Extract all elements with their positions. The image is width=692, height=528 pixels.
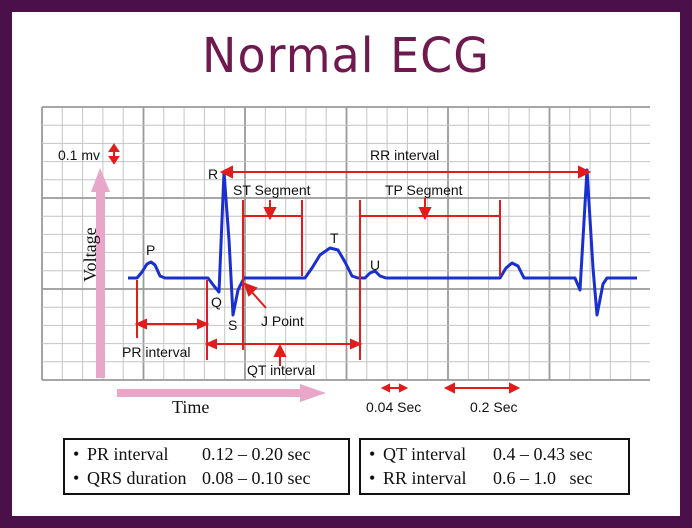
table-row: • PR interval 0.12 – 0.20 sec	[73, 444, 311, 464]
rr-interval-label: RR interval	[370, 147, 439, 163]
s-wave-label: S	[228, 317, 237, 333]
table-row: • RR interval 0.6 – 1.0 sec	[369, 468, 593, 488]
j-point-label: J Point	[261, 313, 304, 329]
tp-segment-label: TP Segment	[385, 182, 463, 198]
st-segment-label: ST Segment	[233, 182, 311, 198]
reference-table-left: • PR interval 0.12 – 0.20 sec • QRS duratio…	[63, 438, 350, 495]
small-box-label: 0.04 Sec	[366, 399, 421, 415]
voltage-axis-label: Voltage	[80, 227, 100, 282]
r-wave-label: R	[208, 166, 218, 182]
scale-label: 0.1 mv	[58, 147, 100, 163]
large-box-label: 0.2 Sec	[470, 399, 517, 415]
p-wave-label: P	[146, 242, 155, 258]
reference-table-right: • QT interval 0.4 – 0.43 sec • RR interval 0…	[359, 438, 630, 495]
j-point-arrow	[249, 289, 267, 309]
table-row: • QRS duration 0.08 – 0.10 sec	[73, 468, 311, 488]
pr-interval-label: PR interval	[122, 344, 190, 360]
table-row: • QT interval 0.4 – 0.43 sec	[369, 444, 593, 464]
axes	[91, 168, 326, 402]
time-axis-label: Time	[172, 397, 209, 417]
q-wave-label: Q	[211, 294, 222, 310]
ecg-grid	[41, 106, 650, 381]
qt-interval-label: QT interval	[247, 362, 315, 378]
page-title: Normal ECG	[202, 26, 490, 84]
t-wave-label: T	[330, 230, 339, 246]
ecg-waveform	[128, 168, 637, 317]
u-wave-label: U	[370, 257, 380, 273]
